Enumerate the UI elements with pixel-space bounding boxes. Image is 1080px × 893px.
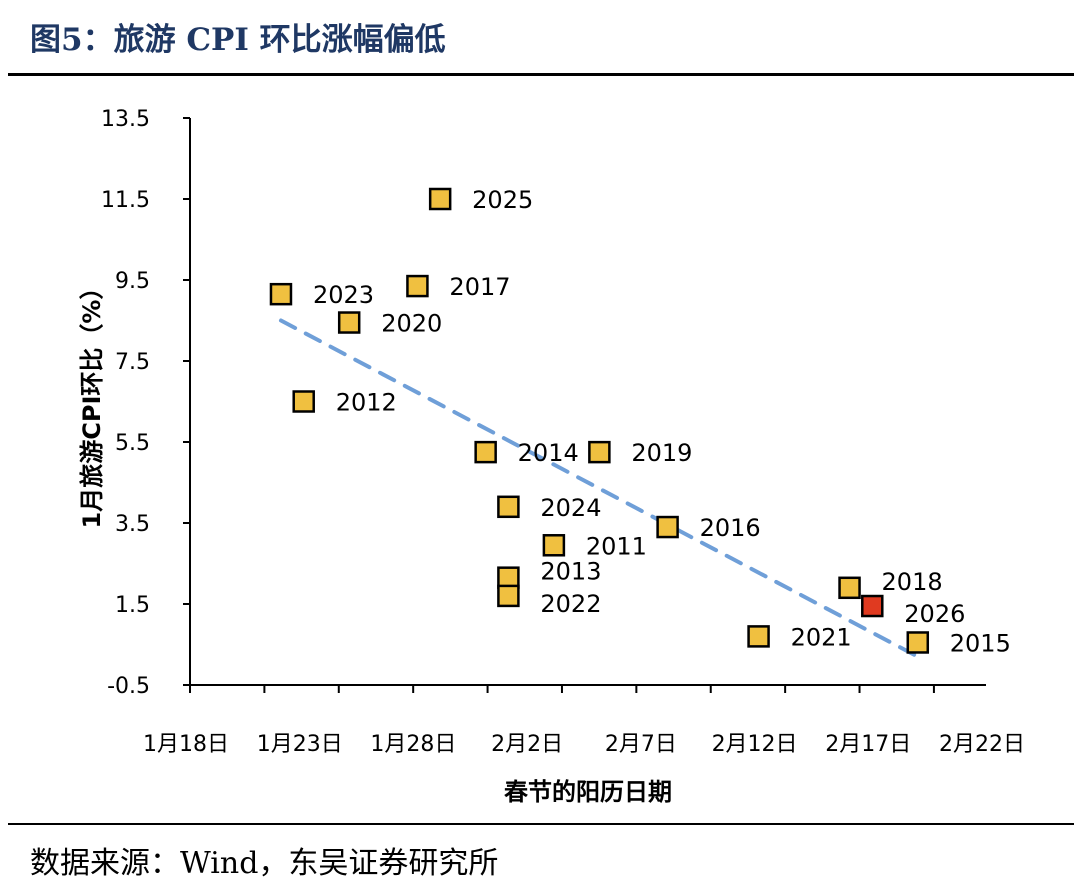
- data-label-2024: 2024: [540, 494, 601, 522]
- x-tick-label: 2月22日: [939, 732, 1025, 757]
- y-tick-label: 1.5: [115, 593, 150, 618]
- x-tick-label: 2月2日: [491, 732, 563, 757]
- data-point-2018: [838, 576, 861, 600]
- x-tick-label: 2月7日: [605, 732, 677, 757]
- data-label-2014: 2014: [518, 439, 579, 467]
- data-label-2019: 2019: [631, 439, 692, 467]
- data-point-2021: [747, 625, 770, 648]
- x-tick-label: 1月18日: [143, 732, 229, 757]
- data-label-2017: 2017: [449, 273, 510, 301]
- figure-title: 图5：旅游 CPI 环比涨幅偏低: [30, 22, 446, 58]
- data-label-2021: 2021: [791, 623, 852, 651]
- data-point-2024: [497, 495, 520, 519]
- data-label-2013: 2013: [540, 558, 601, 586]
- data-label-2025: 2025: [472, 186, 533, 214]
- y-tick-label: -0.5: [107, 674, 150, 699]
- data-point-2023: [269, 282, 293, 306]
- data-point-2017: [406, 274, 429, 298]
- x-tick-label: 1月23日: [257, 732, 343, 757]
- x-tick-label: 2月17日: [825, 732, 911, 757]
- data-point-2011: [542, 534, 566, 557]
- data-label-2020: 2020: [381, 310, 442, 338]
- data-point-2025: [428, 187, 452, 211]
- y-tick-label: 13.5: [101, 107, 150, 132]
- top-rule: [8, 73, 1074, 76]
- data-label-2023: 2023: [313, 281, 374, 309]
- data-point-2016: [656, 515, 679, 539]
- y-axis-label: 1月旅游CPI环比（%）: [78, 276, 106, 529]
- y-tick-label: 11.5: [101, 188, 150, 213]
- data-label-2015: 2015: [950, 629, 1011, 657]
- trend-line: [278, 318, 920, 659]
- bottom-rule: [8, 823, 1074, 825]
- data-point-2020: [337, 311, 361, 334]
- y-tick-label: 9.5: [115, 269, 150, 294]
- source-note: 数据来源：Wind，东吴证券研究所: [30, 846, 499, 881]
- y-tick-label: 5.5: [115, 431, 150, 456]
- data-point-2026: [861, 594, 884, 618]
- data-label-2026: 2026: [904, 600, 965, 628]
- data-point-2014: [474, 440, 497, 464]
- data-label-2011: 2011: [586, 532, 647, 560]
- data-point-2012: [292, 390, 315, 413]
- data-point-2022: [497, 584, 520, 608]
- data-label-2018: 2018: [882, 568, 943, 596]
- data-point-2015: [906, 631, 930, 654]
- x-tick-label: 1月28日: [370, 732, 456, 757]
- x-tick-label: 2月12日: [712, 732, 798, 757]
- data-point-2019: [588, 440, 611, 464]
- y-tick-label: 7.5: [115, 350, 150, 375]
- x-axis-label: 春节的阳历日期: [504, 778, 672, 806]
- data-label-2022: 2022: [540, 590, 601, 618]
- data-label-2016: 2016: [700, 514, 761, 542]
- y-tick-label: 3.5: [115, 512, 150, 537]
- data-label-2012: 2012: [336, 389, 397, 417]
